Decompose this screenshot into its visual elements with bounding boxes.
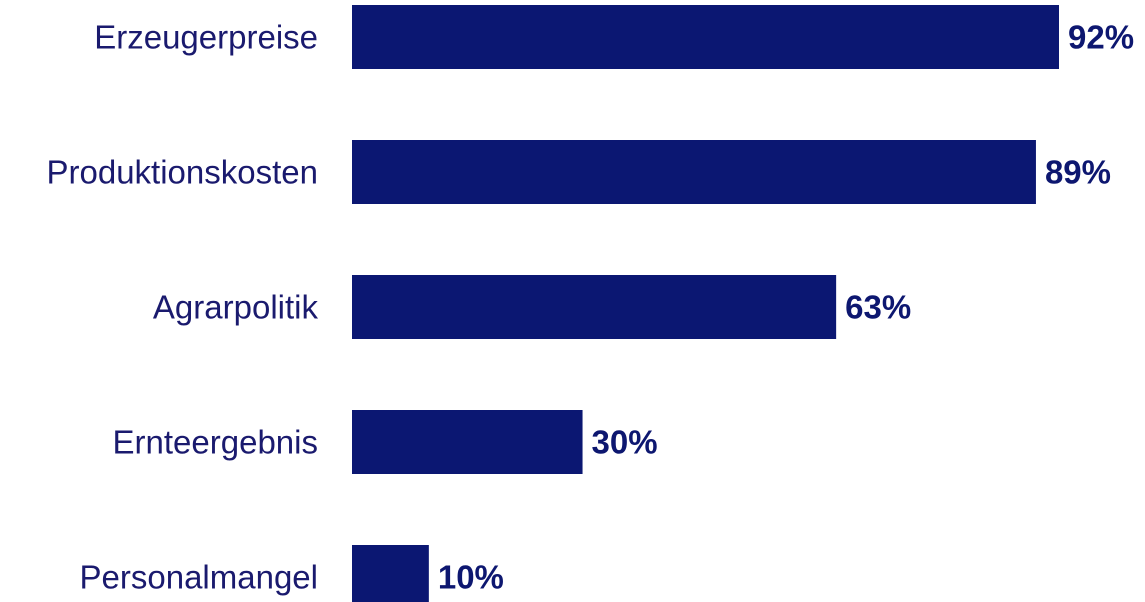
- bar: [352, 545, 429, 602]
- bar: [352, 275, 837, 339]
- category-label: Personalmangel: [80, 559, 318, 596]
- bar: [352, 5, 1059, 69]
- category-label: Ernteergebnis: [113, 424, 318, 461]
- category-label: Erzeugerpreise: [94, 19, 318, 56]
- category-label: Agrarpolitik: [153, 289, 319, 326]
- bar: [352, 410, 583, 474]
- value-label: 30%: [592, 424, 658, 461]
- value-label: 92%: [1068, 19, 1134, 56]
- bar: [352, 140, 1036, 204]
- category-label: Produktionskosten: [47, 154, 319, 191]
- value-label: 89%: [1045, 154, 1111, 191]
- value-label: 63%: [845, 289, 911, 326]
- value-label: 10%: [438, 559, 504, 596]
